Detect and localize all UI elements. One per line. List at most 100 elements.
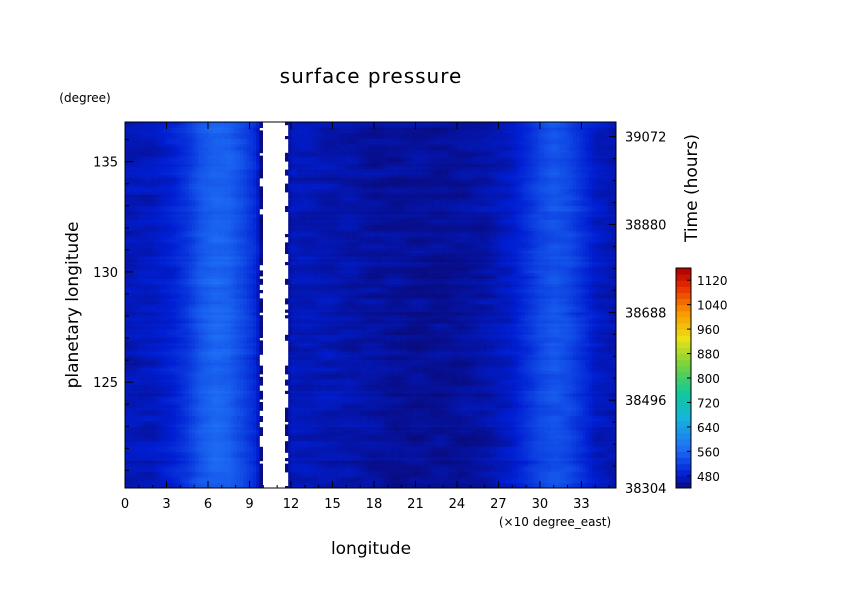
- heatmap-cell: [253, 144, 257, 148]
- heatmap-cell: [416, 203, 420, 207]
- heatmap-cell: [573, 197, 577, 201]
- heatmap-cell: [185, 161, 190, 165]
- heatmap-cell: [131, 211, 135, 215]
- heatmap-cell: [355, 161, 359, 165]
- heatmap-cell: [611, 133, 615, 137]
- heatmap-cell: [489, 130, 494, 134]
- heatmap-cell: [493, 141, 497, 145]
- heatmap-cell: [544, 206, 548, 210]
- heatmap-cell: [582, 214, 587, 218]
- heatmap-cell: [582, 172, 587, 176]
- heatmap-cell: [505, 169, 510, 173]
- heatmap-cell: [486, 192, 491, 196]
- heatmap-cell: [195, 214, 199, 218]
- heatmap-cell: [614, 211, 616, 215]
- heatmap-cell: [403, 144, 407, 148]
- heatmap-cell: [435, 138, 439, 142]
- heatmap-cell: [243, 186, 247, 190]
- heatmap-cell: [534, 208, 539, 212]
- heatmap-cell: [246, 158, 251, 162]
- heatmap-cell: [374, 155, 379, 159]
- heatmap-cell: [518, 200, 523, 204]
- heatmap-cell: [195, 147, 199, 151]
- heatmap-cell: [422, 175, 427, 179]
- heatmap-cell: [573, 180, 577, 184]
- heatmap-cell: [189, 178, 193, 182]
- heatmap-cell: [134, 161, 139, 165]
- heatmap-cell: [470, 178, 475, 182]
- heatmap-cell: [249, 152, 254, 156]
- heatmap-cell: [291, 197, 295, 201]
- heatmap-cell: [573, 150, 577, 154]
- heatmap-cell: [512, 130, 516, 134]
- heatmap-cell: [467, 192, 471, 196]
- heatmap-cell: [477, 124, 481, 128]
- heatmap-cell: [179, 180, 183, 184]
- heatmap-cell: [176, 180, 180, 184]
- heatmap-cell: [358, 208, 363, 212]
- heatmap-cell: [211, 208, 215, 212]
- heatmap-cell: [310, 161, 315, 165]
- heatmap-cell: [397, 161, 401, 165]
- heatmap-cell: [259, 192, 263, 196]
- heatmap-cell: [435, 155, 439, 159]
- heatmap-cell: [381, 133, 385, 137]
- heatmap-cell: [525, 180, 529, 184]
- heatmap-cell: [173, 183, 177, 187]
- heatmap-cell: [403, 189, 407, 193]
- heatmap-cell: [377, 147, 382, 151]
- heatmap-cell: [182, 138, 187, 142]
- heatmap-cell: [601, 130, 606, 134]
- heatmap-cell: [349, 197, 353, 201]
- heatmap-cell: [525, 166, 529, 170]
- heatmap-cell: [480, 144, 484, 148]
- heatmap-cell: [416, 178, 420, 182]
- heatmap-cell: [157, 206, 161, 210]
- heatmap-cell: [384, 138, 388, 142]
- heatmap-cell: [361, 155, 366, 159]
- heatmap-cell: [201, 164, 206, 168]
- heatmap-cell: [297, 192, 302, 196]
- heatmap-cell: [493, 155, 497, 159]
- heatmap-cell: [464, 141, 468, 145]
- heatmap-cell: [390, 147, 395, 151]
- heatmap-cell: [256, 192, 260, 196]
- heatmap-cell: [477, 203, 481, 207]
- heatmap-cell: [438, 130, 443, 134]
- heatmap-cell: [515, 206, 519, 210]
- heatmap-cell: [467, 152, 471, 156]
- heatmap-cell: [489, 186, 494, 190]
- heatmap-cell: [470, 172, 475, 176]
- heatmap-cell: [339, 214, 343, 218]
- heatmap-cell: [496, 136, 500, 140]
- heatmap-cell: [557, 158, 561, 162]
- heatmap-cell: [253, 155, 257, 159]
- heatmap-cell: [493, 172, 497, 176]
- heatmap-cell: [493, 130, 497, 134]
- heatmap-cell: [227, 144, 231, 148]
- heatmap-cell: [368, 208, 372, 212]
- heatmap-cell: [521, 152, 526, 156]
- heatmap-cell: [435, 172, 439, 176]
- heatmap-cell: [317, 175, 321, 179]
- heatmap-cell: [377, 138, 382, 142]
- heatmap-cell: [582, 138, 587, 142]
- heatmap-cell: [553, 166, 558, 170]
- heatmap-cell: [419, 133, 423, 137]
- heatmap-cell: [486, 122, 491, 126]
- heatmap-cell: [230, 172, 235, 176]
- heatmap-cell: [461, 158, 465, 162]
- heatmap-cell: [160, 150, 164, 154]
- heatmap-cell: [560, 122, 564, 126]
- heatmap-cell: [237, 214, 241, 218]
- heatmap-cell: [371, 200, 375, 204]
- heatmap-cell: [605, 164, 609, 168]
- heatmap-cell: [365, 200, 369, 204]
- heatmap-cell: [521, 150, 526, 154]
- heatmap-cell: [464, 214, 468, 218]
- heatmap-cell: [457, 169, 462, 173]
- heatmap-cell: [566, 214, 571, 218]
- heatmap-cell: [573, 178, 577, 182]
- heatmap-cell: [176, 161, 180, 165]
- heatmap-cell: [179, 141, 183, 145]
